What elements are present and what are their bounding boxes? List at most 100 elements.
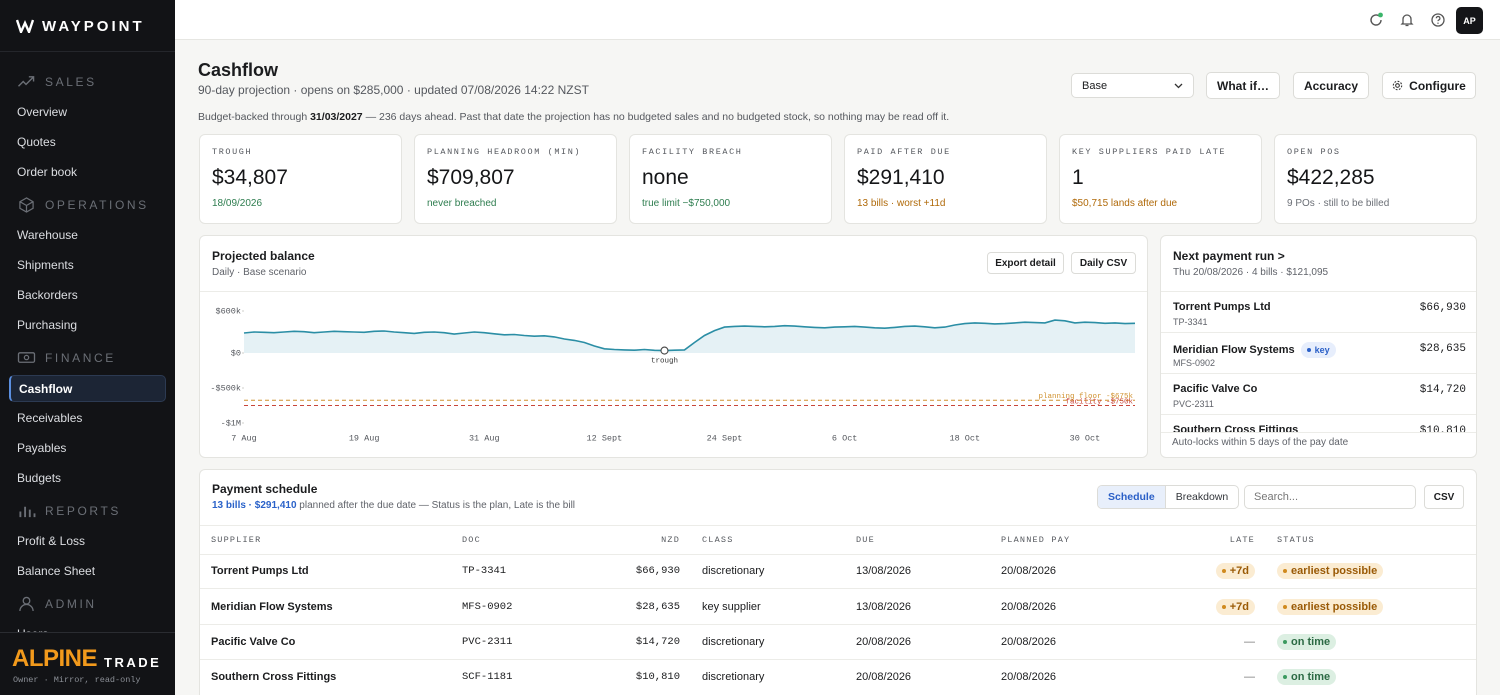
- section-icon: [19, 596, 34, 612]
- button-label: Export detail: [995, 257, 1056, 269]
- nav-section: ADMIN: [0, 589, 175, 619]
- payment-run-title[interactable]: Next payment run >: [1173, 249, 1285, 263]
- tag-dot: [1306, 348, 1311, 352]
- search-input[interactable]: Search...: [1244, 485, 1416, 509]
- nav-item[interactable]: Overview: [17, 105, 68, 119]
- late: —: [1244, 636, 1255, 648]
- sidebar: WAYPOINT SALES Overview Quotes Order book OP…: [0, 0, 175, 695]
- supplier: Meridian Flow Systems key: [1173, 342, 1336, 358]
- supplier: Meridian Flow Systems: [211, 601, 333, 613]
- nav-item[interactable]: Budgets: [17, 471, 62, 485]
- x-tick-label: 30 Oct: [1070, 433, 1101, 443]
- section-title: SALES: [45, 75, 97, 89]
- amount: $28,635: [635, 601, 680, 613]
- late: +7d: [1229, 601, 1249, 613]
- due: 20/08/2026: [856, 671, 912, 683]
- csv-button[interactable]: Daily CSV: [1071, 252, 1136, 274]
- section-icon: [19, 506, 36, 518]
- org-suffix: TRADE: [104, 655, 162, 670]
- y-tick-label: $600k: [215, 306, 241, 316]
- reference-label: facility -$750k: [1065, 398, 1133, 406]
- search-placeholder: Search...: [1254, 491, 1299, 503]
- class: discretionary: [702, 565, 765, 577]
- status-pill: earliest possible: [1277, 563, 1384, 579]
- kpi-card: OPEN POS $422,285 9 POs · still to be bill…: [1274, 134, 1477, 224]
- org-role: Owner · Mirror, read-only: [13, 675, 141, 685]
- kpi-note: true limit −$750,000: [642, 198, 731, 209]
- nav-item[interactable]: Warehouse: [17, 228, 78, 242]
- doc: MFS-0902: [1173, 358, 1216, 368]
- bell-icon[interactable]: [1399, 12, 1415, 28]
- kpi-label: PLANNING HEADROOM (MIN): [427, 147, 582, 157]
- payment-run-footer: Auto-locks within 5 days of the pay date: [1172, 437, 1349, 448]
- supplier: Torrent Pumps Ltd: [1173, 301, 1271, 313]
- schedule-title: Payment schedule: [212, 482, 318, 496]
- help-icon[interactable]: [1430, 12, 1446, 28]
- nav-item[interactable]: Profit & Loss: [17, 534, 86, 548]
- nav-item[interactable]: Cashflow: [9, 375, 166, 402]
- kpi-card: PAID AFTER DUE $291,410 13 bills · worst +…: [844, 134, 1047, 224]
- nav-item[interactable]: Shipments: [17, 258, 74, 272]
- accuracy-button[interactable]: Accuracy: [1293, 72, 1369, 99]
- tab[interactable]: Schedule: [1098, 486, 1165, 508]
- payment-run-row: Pacific Valve Co PVC-2311 $14,720: [1161, 374, 1476, 415]
- amount: $66,930: [635, 565, 680, 577]
- divider: [200, 291, 1147, 292]
- nav-section: SALES: [0, 67, 175, 97]
- summary-link[interactable]: 13 bills · $291,410: [212, 500, 297, 511]
- scenario-value: Base: [1082, 79, 1108, 92]
- nav-item[interactable]: Receivables: [17, 411, 83, 425]
- due: 20/08/2026: [856, 636, 912, 648]
- column-header: SUPPLIER: [211, 535, 262, 545]
- nav-item[interactable]: Balance Sheet: [17, 564, 96, 578]
- configure-button[interactable]: Configure: [1382, 72, 1476, 99]
- due: 13/08/2026: [856, 565, 912, 577]
- doc: PVC-2311: [462, 636, 513, 648]
- export-button[interactable]: Export detail: [987, 252, 1064, 274]
- brand[interactable]: WAYPOINT: [16, 16, 145, 36]
- chart-title: Projected balance: [212, 249, 315, 263]
- doc: PVC-2311: [1173, 399, 1214, 409]
- nav-item[interactable]: Order book: [17, 165, 78, 179]
- page-title: Cashflow: [198, 60, 279, 80]
- tab[interactable]: Breakdown: [1164, 486, 1239, 508]
- due: 13/08/2026: [856, 601, 912, 613]
- pill-dot: [1283, 675, 1287, 679]
- status: on time: [1291, 636, 1331, 648]
- kpi-label: KEY SUPPLIERS PAID LATE: [1072, 147, 1227, 157]
- refresh-icon[interactable]: [1368, 12, 1384, 28]
- nav-item[interactable]: Purchasing: [17, 318, 78, 332]
- nav-section: FINANCE: [0, 343, 175, 373]
- amount: $10,810: [1419, 425, 1466, 432]
- x-tick-label: 7 Aug: [231, 433, 257, 443]
- kpi-label: OPEN POS: [1287, 147, 1341, 157]
- planned-pay: 20/08/2026: [1001, 565, 1057, 577]
- brand-name: WAYPOINT: [42, 17, 145, 35]
- nav-item[interactable]: Payables: [17, 441, 67, 455]
- csv-button[interactable]: CSV: [1424, 485, 1464, 509]
- kpi-card: PLANNING HEADROOM (MIN) $709,807 never bre…: [414, 134, 617, 224]
- scenario-select[interactable]: Base: [1071, 73, 1194, 98]
- status-pill: earliest possible: [1277, 599, 1384, 615]
- section-icon: [19, 197, 34, 213]
- org-footer: ALPINE TRADE Owner · Mirror, read-only: [0, 632, 175, 695]
- nav-item[interactable]: Quotes: [17, 135, 56, 149]
- divider: [1161, 432, 1476, 433]
- pill-dot: [1221, 605, 1226, 609]
- avatar[interactable]: AP: [1456, 7, 1483, 34]
- divider: [200, 659, 1476, 660]
- supplier-tag: key: [1300, 342, 1336, 358]
- section-title: ADMIN: [45, 597, 97, 611]
- status: earliest possible: [1291, 565, 1378, 577]
- nav-item[interactable]: Backorders: [17, 288, 78, 302]
- status: earliest possible: [1291, 601, 1378, 613]
- brand-logo: [16, 19, 34, 33]
- amount: $10,810: [635, 671, 680, 683]
- what-if-button[interactable]: What if…: [1206, 72, 1280, 99]
- kpi-value: $422,285: [1287, 166, 1375, 189]
- supplier-name: Southern Cross Fittings: [1173, 424, 1299, 432]
- notice-text: — 236 days ahead. Past that date the pro…: [362, 111, 950, 123]
- kpi-value: none: [642, 166, 689, 189]
- column-header: STATUS: [1277, 535, 1315, 545]
